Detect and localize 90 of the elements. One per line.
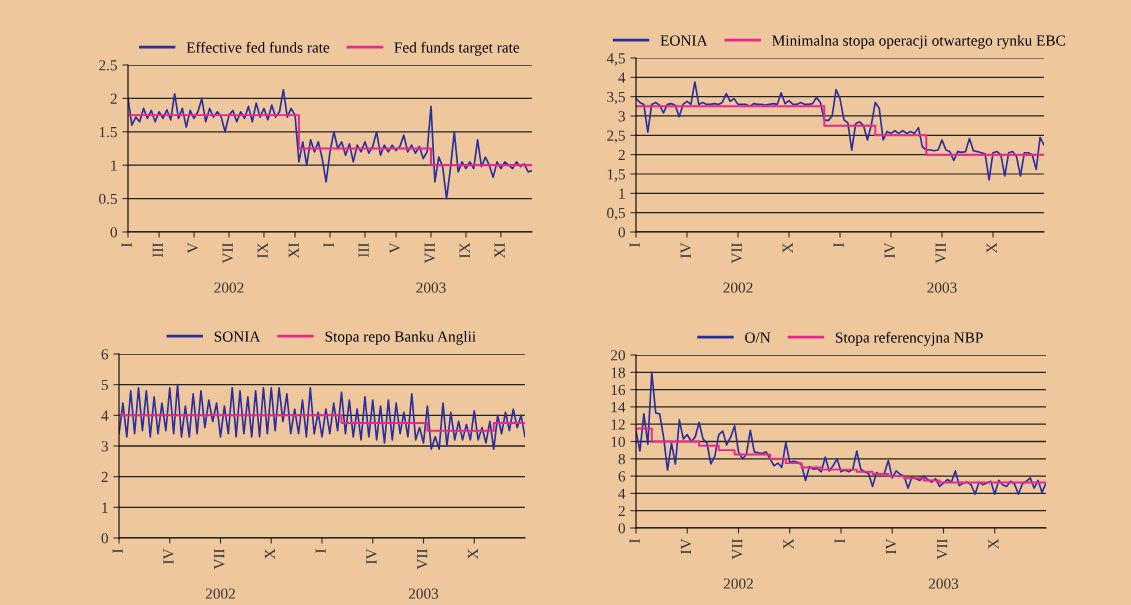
y-tick-label: 10: [611, 436, 625, 447]
y-tick-label: 8: [618, 453, 625, 465]
y-tick-label: 1: [111, 160, 117, 171]
y-tick-label: 0: [618, 227, 625, 238]
x-tick-label: VII: [937, 538, 948, 560]
x-tick-label: I: [833, 242, 844, 247]
x-tick-label: XI: [288, 242, 299, 259]
legend-label: Stopa repo Banku Anglii: [325, 330, 476, 345]
legend-label: O/N: [745, 332, 771, 343]
x-tick-label: XI: [494, 242, 505, 259]
text: 2003: [928, 578, 959, 589]
x-tick-label: IV: [680, 538, 692, 554]
x-tick-label: IV: [884, 242, 895, 258]
x-tick-label: X: [264, 548, 275, 560]
text: 2002: [723, 578, 753, 589]
x-tick-label: IX: [459, 242, 470, 258]
y-tick-label: 4: [101, 410, 109, 421]
y-tick-label: 3: [618, 111, 625, 122]
legend-label: Effective fed funds rate: [186, 41, 330, 53]
x-tick-label: I: [629, 538, 640, 543]
y-tick-label: 4,5: [606, 53, 625, 66]
x-tick-label: VII: [935, 242, 946, 264]
y-tick-label: 1.5: [99, 127, 117, 138]
y-tick-label: 2: [618, 149, 625, 160]
y-tick-label: 2: [618, 505, 625, 516]
x-tick-label: X: [782, 242, 793, 254]
x-tick-label: VII: [424, 242, 435, 264]
text: 2002: [214, 282, 244, 293]
line-series: [119, 383, 525, 450]
x-tick-label: IV: [680, 242, 691, 258]
y-tick-label: 5: [101, 379, 108, 391]
y-tick-label: 6: [618, 471, 626, 482]
y-tick-label: 2: [110, 93, 117, 104]
x-tick-label: I: [121, 242, 132, 247]
y-tick-label: 0: [618, 523, 625, 534]
legend-label: Fed funds target rate: [394, 41, 520, 56]
x-tick-label: I: [323, 242, 334, 247]
y-tick-label: 3,5: [607, 91, 625, 105]
x-tick-label: VII: [222, 242, 233, 264]
y-tick-label: 0: [110, 227, 117, 238]
x-tick-label: IX: [257, 242, 268, 258]
x-tick-label: III: [358, 242, 369, 258]
x-tick-label: I: [834, 538, 845, 543]
y-tick-label: 4: [618, 488, 626, 499]
y-tick-label: 16: [611, 384, 626, 396]
y-tick-label: 4: [618, 72, 626, 83]
x-tick-label: I: [315, 548, 326, 553]
x-tick-label: IV: [885, 538, 897, 554]
x-tick-label: X: [783, 538, 794, 550]
y-tick-label: 0.5: [99, 193, 117, 205]
y-tick-label: 12: [611, 419, 625, 430]
y-tick-label: 2.5: [99, 60, 117, 71]
x-tick-label: IV: [163, 548, 174, 564]
line-series: [636, 81, 1044, 181]
x-tick-label: X: [467, 548, 478, 560]
text: 2003: [408, 588, 439, 599]
y-tick-label: 2: [101, 471, 108, 482]
y-tick-label: 6: [101, 349, 109, 360]
y-tick-label: 3: [101, 441, 108, 452]
y-tick-label: 1: [619, 188, 625, 199]
legend-label: EONIA: [660, 35, 708, 46]
y-tick-label: 1,5: [607, 169, 625, 182]
legend-label: Minimalna stopa operacji otwartego rynku EBC: [772, 34, 1065, 49]
line-series: [636, 371, 1046, 496]
x-tick-label: III: [152, 242, 163, 258]
x-tick-label: IV: [366, 548, 377, 564]
text: 2003: [927, 282, 957, 293]
y-tick-label: 0: [101, 533, 108, 544]
text: 2002: [723, 282, 753, 293]
x-tick-label: VII: [417, 548, 428, 570]
y-tick-label: 0,5: [607, 207, 625, 221]
legend-label: SONIA: [214, 331, 261, 342]
x-tick-label: V: [389, 242, 400, 254]
x-tick-label: V: [187, 242, 198, 254]
x-tick-label: VII: [731, 242, 742, 264]
x-tick-label: X: [986, 242, 997, 254]
legend-label: Stopa referencyjna NBP: [835, 331, 983, 346]
text: 2002: [205, 588, 235, 599]
x-tick-label: I: [112, 548, 123, 553]
y-tick-label: 18: [611, 367, 625, 378]
line-series: [128, 88, 532, 200]
x-tick-label: VII: [732, 538, 743, 560]
y-tick-label: 1: [102, 502, 108, 513]
y-tick-label: 20: [610, 350, 625, 361]
x-tick-label: I: [629, 242, 640, 247]
y-tick-label: 14: [611, 402, 626, 413]
x-tick-label: X: [988, 538, 999, 550]
x-tick-label: VII: [214, 548, 225, 570]
y-tick-label: 2,5: [607, 130, 625, 143]
text: 2003: [416, 282, 446, 293]
